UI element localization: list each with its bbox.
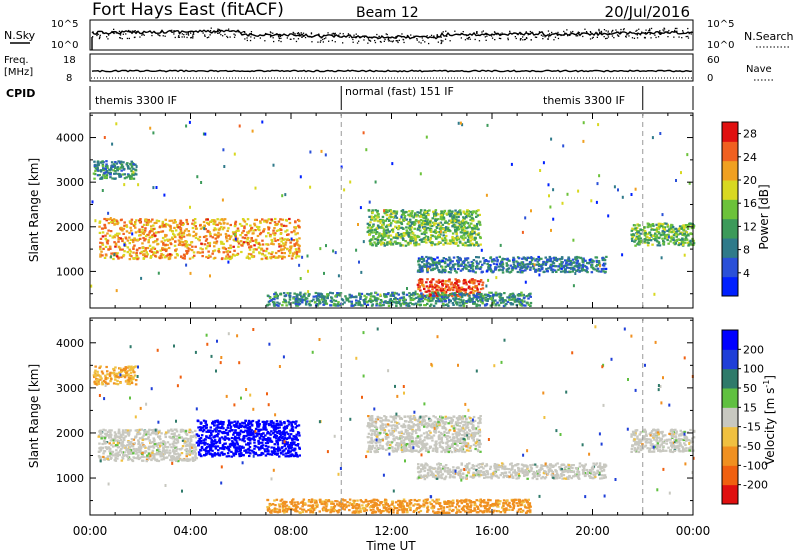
power-scatter xyxy=(90,120,696,308)
cpid-segment-2: normal (fast) 151 IF xyxy=(345,85,454,98)
colorbar-tick-label: 20 xyxy=(743,174,757,187)
colorbar-swatch xyxy=(722,330,738,350)
colorbar-swatch xyxy=(722,426,738,447)
colorbar-swatch xyxy=(722,257,738,278)
x-tick-label: 04:00 xyxy=(173,524,208,538)
colorbar-tick-label: 12 xyxy=(743,220,757,233)
colorbar-swatch xyxy=(722,368,738,389)
colorbar-swatch xyxy=(722,349,738,370)
noise-search-label: N.Search xyxy=(744,30,794,43)
y-tick-label: 2000 xyxy=(56,221,84,234)
date-title: 20/Jul/2016 xyxy=(605,3,690,21)
y-tick-label: 4000 xyxy=(56,132,84,145)
noise-sky-label: N.Sky xyxy=(4,29,36,42)
power-colorbar-title: Power [dB] xyxy=(757,184,771,249)
colorbar-swatch xyxy=(722,388,738,408)
colorbar-tick-label: 15 xyxy=(743,401,757,414)
x-tick-label: 12:00 xyxy=(374,524,409,538)
x-tick-label: 00:00 xyxy=(676,524,711,538)
noise-sky-trace xyxy=(91,29,693,50)
colorbar-swatch xyxy=(722,238,738,258)
colorbar-tick-label: -15 xyxy=(743,421,761,434)
colorbar-swatch xyxy=(722,160,738,181)
time-x-axis: 00:00 04:00 08:00 12:00 16:00 20:00 00:00 xyxy=(73,113,711,538)
noise-left-tick-bottom: 10^0 xyxy=(51,40,78,51)
colorbar-tick-label: 28 xyxy=(743,128,757,141)
power-panel: 1000 2000 3000 4000 Slant Range [km] 4 8 12 16… xyxy=(27,112,771,309)
cpid-segment-1: themis 3300 IF xyxy=(95,94,177,107)
y-tick-label: 1000 xyxy=(56,472,84,485)
nave-label: Nave xyxy=(746,64,772,75)
power-y-axis-title: Slant Range [km] xyxy=(27,158,41,262)
frequency-trace xyxy=(91,69,693,73)
x-axis-title: Time UT xyxy=(365,539,416,553)
noise-left-tick-top: 10^5 xyxy=(51,19,78,30)
noise-right-tick-bottom: 10^0 xyxy=(707,40,734,51)
cpid-change-lines xyxy=(340,113,644,515)
noise-panel: N.Sky 10^5 10^0 10^5 10^0 N.Search xyxy=(4,19,794,51)
velocity-panel: 1000 2000 3000 4000 Slant Range [km] 200 100… xyxy=(27,113,777,553)
freq-left-tick-top: 18 xyxy=(63,55,76,66)
y-tick-label: 3000 xyxy=(56,176,84,189)
velocity-scatter xyxy=(92,325,696,514)
freq-label-line2: [MHz] xyxy=(4,67,33,78)
colorbar-tick-label: 50 xyxy=(743,382,757,395)
colorbar-tick-label: -50 xyxy=(743,440,761,453)
freq-label-line1: Freq. xyxy=(4,55,29,66)
colorbar-swatch xyxy=(722,407,738,428)
freq-right-tick-top: 60 xyxy=(707,55,720,66)
y-tick-label: 3000 xyxy=(56,382,84,395)
cpid-label: CPID xyxy=(6,87,35,100)
y-tick-label: 2000 xyxy=(56,427,84,440)
colorbar-swatch xyxy=(722,180,738,200)
colorbar-tick-label: -200 xyxy=(743,479,768,492)
colorbar-swatch xyxy=(722,122,738,142)
x-tick-label: 20:00 xyxy=(575,524,610,538)
colorbar-tick-label: 24 xyxy=(743,151,757,164)
colorbar-tick-label: 8 xyxy=(743,244,750,257)
x-tick-label: 00:00 xyxy=(73,524,108,538)
beam-title: Beam 12 xyxy=(356,5,419,21)
frequency-panel: Freq. [MHz] 18 8 60 0 Nave xyxy=(4,53,774,84)
x-tick-label: 16:00 xyxy=(475,524,510,538)
colorbar-swatch xyxy=(722,465,738,486)
noise-search-dots xyxy=(92,27,693,45)
freq-left-tick-bottom: 8 xyxy=(66,73,72,84)
colorbar-swatch xyxy=(722,141,738,162)
velocity-colorbar-title: Velocity [m s-1] xyxy=(762,375,777,465)
freq-right-tick-bottom: 0 xyxy=(707,73,713,84)
noise-panel-frame xyxy=(89,19,694,51)
y-tick-label: 1000 xyxy=(56,265,84,278)
velocity-colorbar: 200 100 50 15 -15 -50 -100 -200 xyxy=(721,329,768,505)
velocity-y-axis-title: Slant Range [km] xyxy=(27,364,41,468)
frequency-panel-frame xyxy=(89,53,694,82)
colorbar-tick-label: 200 xyxy=(743,343,764,356)
colorbar-swatch xyxy=(722,446,738,466)
y-tick-label: 4000 xyxy=(56,337,84,350)
colorbar-tick-label: 4 xyxy=(743,267,750,280)
power-y-axis: 1000 2000 3000 4000 xyxy=(56,114,693,295)
colorbar-swatch xyxy=(722,199,738,220)
noise-right-tick-top: 10^5 xyxy=(707,19,734,30)
colorbar-swatch xyxy=(722,484,738,505)
colorbar-tick-label: 16 xyxy=(743,197,757,210)
cpid-panel: CPID themis 3300 IF normal (fast) 151 IF… xyxy=(6,85,694,110)
station-title: Fort Hays East (fitACF) xyxy=(92,0,284,20)
colorbar-tick-label: 100 xyxy=(743,363,764,376)
colorbar-tick-label: -100 xyxy=(743,459,768,472)
colorbar-swatch xyxy=(722,218,738,239)
velocity-y-axis: 1000 2000 3000 4000 xyxy=(56,319,693,502)
cpid-segment-3: themis 3300 IF xyxy=(543,94,625,107)
colorbar-swatch xyxy=(722,276,738,297)
x-tick-label: 08:00 xyxy=(274,524,309,538)
power-colorbar: 4 8 12 16 20 24 28 xyxy=(721,121,757,297)
